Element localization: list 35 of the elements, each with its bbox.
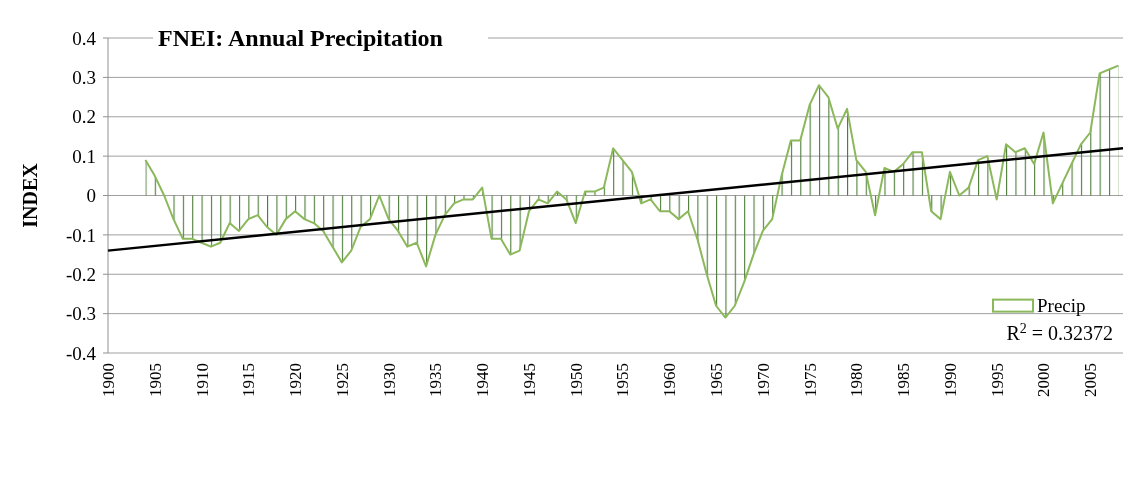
x-tick-label: 1935 [426,363,446,397]
y-tick-label: 0.4 [72,27,97,49]
x-tick-label: 1985 [894,363,914,397]
x-tick-label: 1995 [987,363,1007,397]
y-tick-label: 0.2 [72,106,96,128]
x-tick-label: 1965 [707,363,727,397]
legend-label: Precip [1037,295,1086,317]
x-tick-label: 2000 [1034,363,1054,397]
x-tick-label: 1975 [800,363,820,397]
x-tick-label: 1920 [286,363,306,397]
y-axis-title: INDEX [19,162,41,228]
x-tick-label: 1925 [332,363,352,397]
y-tick-label: -0.1 [65,224,96,246]
y-tick-label: -0.3 [65,303,96,325]
y-tick-label: 0 [86,185,96,207]
x-tick-label: 1930 [379,363,399,397]
x-tick-label: 1945 [519,363,539,397]
x-tick-label: 1950 [566,363,586,397]
x-tick-label: 1960 [660,363,680,397]
x-tick-label: 1940 [473,363,493,397]
y-tick-label: 0.3 [72,67,96,89]
y-tick-label: 0.1 [72,145,96,167]
x-tick-label: 1980 [847,363,867,397]
x-tick-label: 2005 [1081,363,1101,397]
x-tick-label: 1905 [145,363,165,397]
chart-title: FNEI: Annual Precipitation [158,25,443,52]
x-tick-label: 1910 [192,363,212,397]
x-tick-label: 1915 [239,363,259,397]
x-tick-label: 1900 [98,363,118,397]
y-tick-label: -0.4 [65,342,97,364]
x-tick-label: 1955 [613,363,633,397]
x-tick-label: 1990 [940,363,960,397]
x-tick-label: 1970 [753,363,773,397]
annotation: R$^{2}$ = 0.32372 [1006,320,1113,345]
y-tick-label: -0.2 [65,263,96,285]
